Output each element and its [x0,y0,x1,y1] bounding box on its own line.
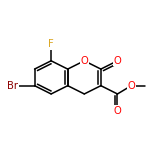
Text: F: F [48,39,54,49]
Text: Br: Br [7,81,18,91]
Text: O: O [80,56,88,66]
Text: O: O [114,105,121,116]
Text: O: O [114,56,121,66]
Text: O: O [127,81,135,91]
